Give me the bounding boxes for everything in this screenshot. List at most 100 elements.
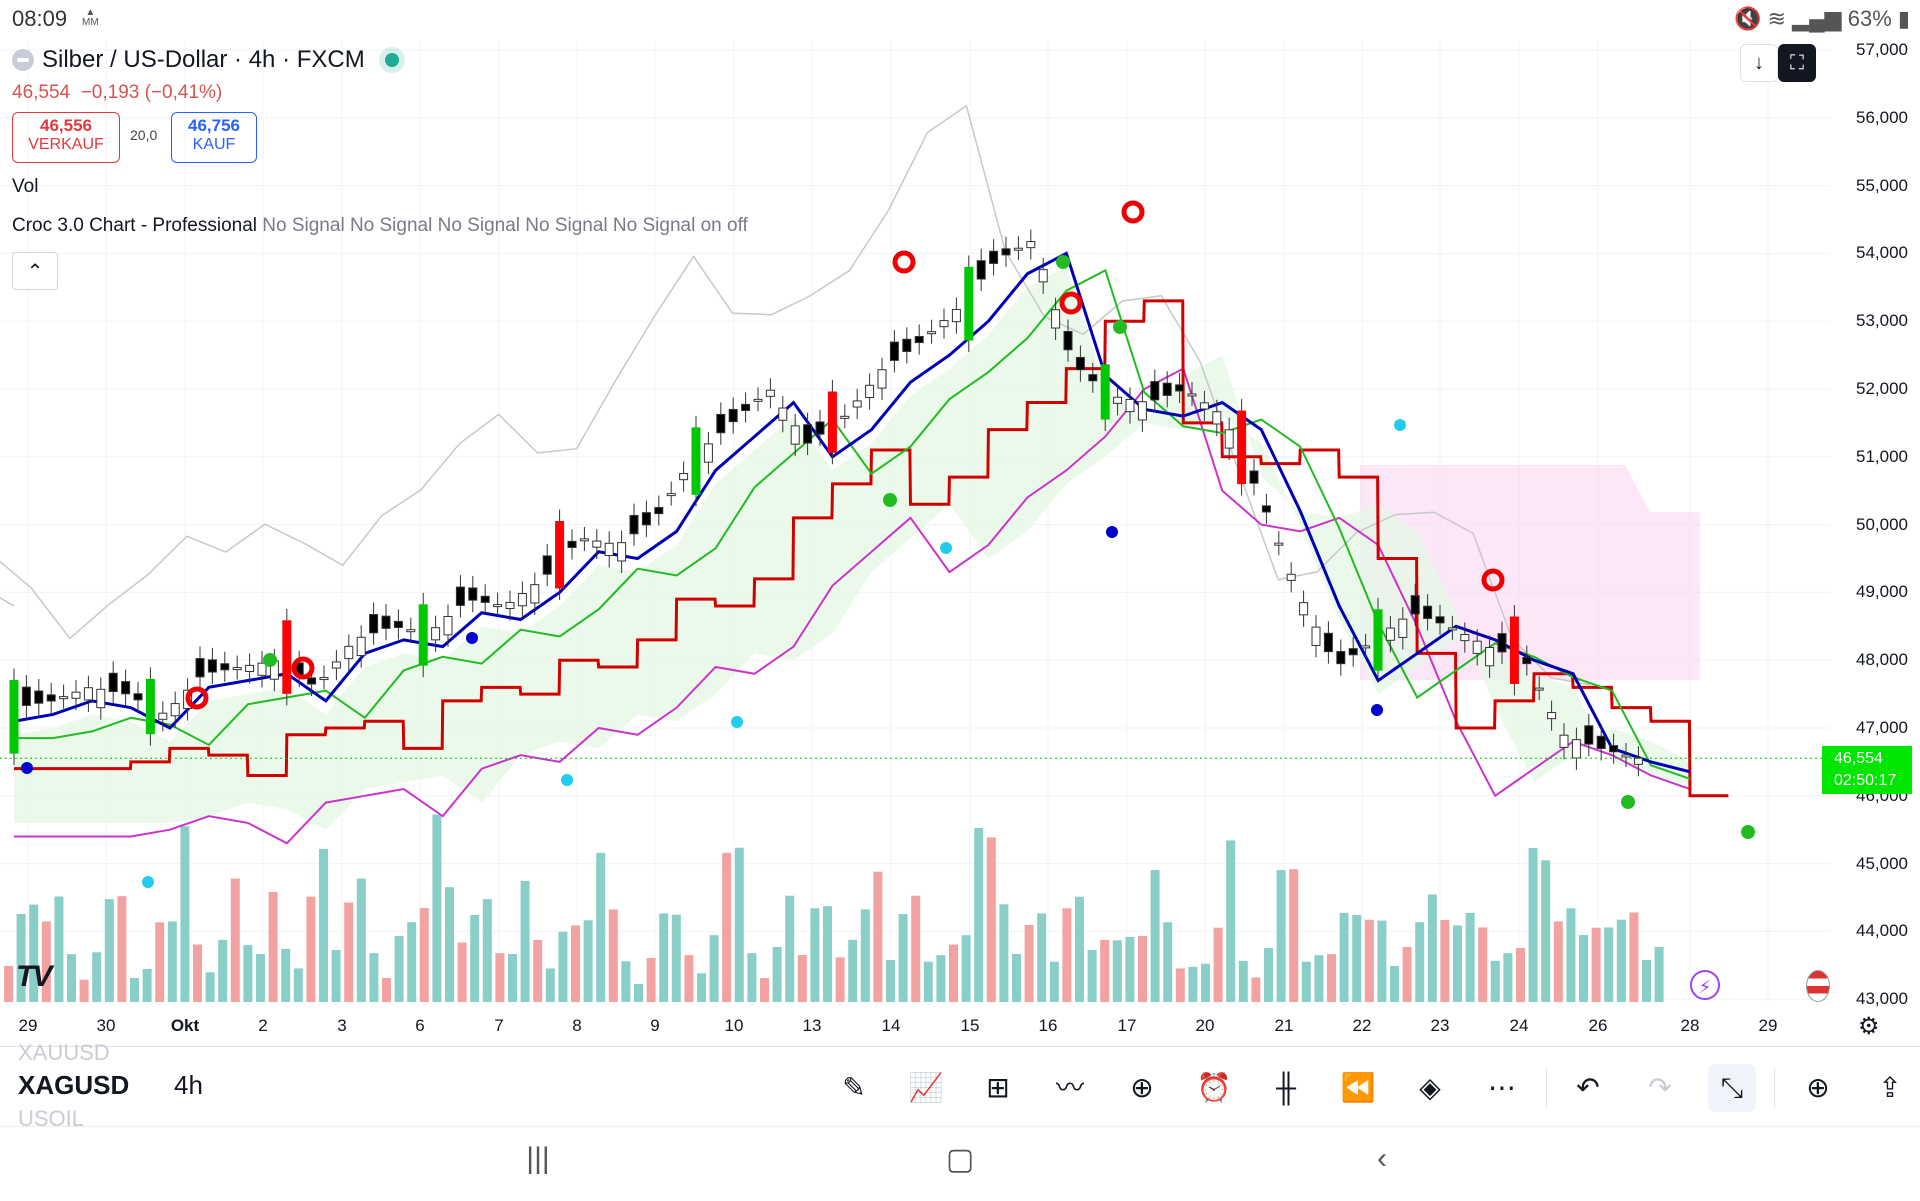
volume-bar: [193, 944, 202, 1002]
candle: [1472, 640, 1482, 654]
candle: [728, 408, 738, 423]
volume-bar: [1654, 947, 1664, 1002]
symbol-title[interactable]: Silber / US-Dollar · 4h · FXCM: [12, 46, 399, 74]
time-axis-label: 21: [1274, 1016, 1294, 1035]
fullscreen-exit-icon: ⤡: [1720, 1072, 1744, 1103]
candle: [741, 403, 751, 411]
interval-selector[interactable]: 4h: [174, 1070, 203, 1100]
volume-bar: [1591, 927, 1601, 1002]
volume-bar: [873, 871, 883, 1002]
buy-button[interactable]: 46,756 KAUF: [171, 112, 257, 163]
redo-button[interactable]: ↷: [1636, 1064, 1684, 1112]
volume-bar: [1629, 912, 1639, 1002]
chart-type-button[interactable]: ╫: [1262, 1064, 1310, 1112]
undo-button[interactable]: ↶: [1564, 1064, 1612, 1112]
gear-icon[interactable]: ⚙: [1858, 1013, 1880, 1040]
candle: [1001, 248, 1011, 256]
volume-bar: [634, 984, 643, 1002]
volume-bar: [1528, 848, 1538, 1002]
add-price-button[interactable]: ⊕: [1794, 1064, 1842, 1112]
candle: [1075, 356, 1085, 371]
download-button[interactable]: ↓: [1740, 44, 1778, 82]
templates-button[interactable]: ⊞: [974, 1064, 1022, 1112]
more-button[interactable]: ⋯: [1478, 1064, 1526, 1112]
volume-indicator-label[interactable]: Vol: [12, 176, 39, 197]
signal-ring: [1121, 200, 1145, 224]
volume-bar: [1377, 920, 1387, 1002]
recent-apps-icon: |||: [526, 1142, 550, 1175]
volume-bar: [445, 887, 454, 1002]
volume-bar: [92, 952, 102, 1002]
price-chart[interactable]: [0, 38, 1920, 1046]
candle: [1100, 364, 1110, 420]
us-flag-icon[interactable]: [1806, 970, 1830, 1002]
volume-bar: [1138, 936, 1147, 1002]
candle: [803, 424, 813, 444]
bottom-toolbar: [0, 1046, 1920, 1127]
volume-bar: [1402, 947, 1412, 1002]
layers-button[interactable]: ◈: [1406, 1064, 1454, 1112]
draw-button[interactable]: ✎: [830, 1064, 878, 1112]
screenshot-button[interactable]: ⛶: [1778, 44, 1816, 82]
candle: [753, 398, 763, 402]
volume-bar: [608, 909, 618, 1002]
candle: [1584, 725, 1594, 745]
volume-bar: [457, 942, 467, 1002]
volume-bar: [1541, 860, 1551, 1002]
candle: [927, 331, 937, 335]
volume-bar: [1516, 948, 1525, 1002]
volume-bar: [936, 955, 946, 1002]
candle: [790, 425, 800, 445]
volume-bar: [1364, 919, 1374, 1002]
indicators-button[interactable]: 📈: [902, 1064, 950, 1112]
share-button[interactable]: ⇪: [1866, 1064, 1914, 1112]
volume-bar: [344, 902, 354, 1002]
candle: [1150, 381, 1160, 401]
candle: [1522, 657, 1532, 665]
signal-dot: [1741, 825, 1755, 839]
candle: [1423, 605, 1433, 619]
volume-bar: [974, 828, 984, 1002]
candle: [629, 514, 639, 535]
volume-bar: [797, 955, 807, 1002]
volume-bar: [697, 973, 706, 1002]
notification-icon: ▲ MM: [82, 7, 99, 28]
replay-button[interactable]: ⏪: [1334, 1064, 1382, 1112]
battery-level: 63%: [1847, 6, 1892, 31]
market-open-indicator: [384, 53, 399, 67]
fullscreen-exit-button[interactable]: ⤡: [1708, 1064, 1756, 1112]
candle: [765, 389, 775, 397]
volume-bar: [1478, 927, 1488, 1002]
tradingview-logo[interactable]: TV: [16, 960, 52, 993]
sell-button[interactable]: 46,556 VERKAUF: [12, 112, 120, 163]
candle: [567, 540, 577, 548]
volume-bar: [986, 837, 996, 1002]
croc-indicator-label[interactable]: Croc 3.0 Chart - Professional No Signal …: [12, 215, 748, 236]
candle: [331, 661, 341, 669]
candle: [431, 627, 441, 641]
green-line: [14, 268, 1691, 780]
volume-bar: [4, 966, 13, 1002]
volume-bar: [596, 852, 606, 1002]
home-button[interactable]: ▢: [930, 1142, 990, 1177]
symbol-selector[interactable]: XAGUSD: [18, 1070, 130, 1100]
add-button[interactable]: ⊕: [1118, 1064, 1166, 1112]
volume-bar: [1037, 913, 1047, 1002]
flash-icon[interactable]: ⚡: [1690, 970, 1720, 1000]
collapse-legend-button[interactable]: ⌃: [12, 252, 58, 290]
candle: [493, 604, 503, 608]
compare-button[interactable]: 〰: [1046, 1064, 1094, 1112]
volume-bar: [331, 950, 341, 1002]
candle: [592, 540, 602, 548]
back-button[interactable]: ‹: [1352, 1142, 1412, 1176]
volume-bar: [520, 881, 530, 1002]
signal-dot-blue: [1106, 526, 1118, 538]
price-axis-label: 43,000: [1856, 989, 1908, 1009]
volume-bar: [1579, 935, 1588, 1002]
volume-bar: [155, 922, 165, 1002]
alert-button[interactable]: ⏰: [1190, 1064, 1238, 1112]
time-axis-label: 28: [1680, 1016, 1700, 1035]
recent-apps-button[interactable]: |||: [508, 1142, 568, 1176]
time-axis-label: 15: [960, 1016, 980, 1035]
volume-bar: [646, 958, 656, 1002]
